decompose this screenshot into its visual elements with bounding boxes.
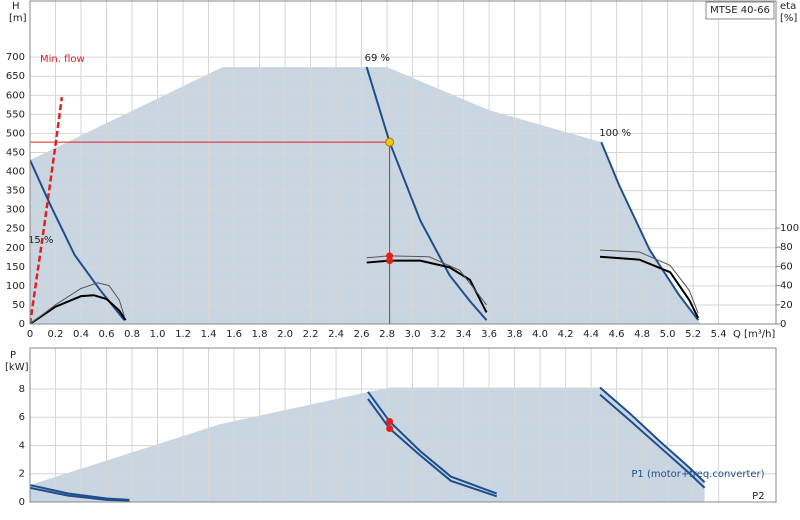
curve bbox=[30, 484, 130, 501]
operating-marker bbox=[386, 252, 394, 260]
y-tick-label: 400 bbox=[6, 167, 25, 178]
x-tick-label: 2.8 bbox=[379, 329, 395, 340]
plot-area bbox=[30, 348, 776, 502]
y-axis-unit: [m] bbox=[9, 13, 27, 24]
series-label: 100 % bbox=[599, 128, 631, 139]
x-tick-label: 0.4 bbox=[73, 329, 89, 340]
y2-axis-label: eta bbox=[780, 1, 796, 12]
operating-range bbox=[30, 67, 701, 324]
y-tick-label: 0 bbox=[19, 497, 25, 508]
x-tick-label: 0 bbox=[27, 329, 33, 340]
y2-tick-label: 40 bbox=[780, 281, 793, 292]
x-tick-label: 1.8 bbox=[252, 329, 268, 340]
y-tick-label: 8 bbox=[19, 384, 25, 395]
plot-frame bbox=[29, 347, 777, 503]
y-axis-label: P bbox=[10, 350, 16, 361]
plot-area bbox=[30, 0, 776, 324]
curve bbox=[30, 294, 127, 324]
y-tick-label: 700 bbox=[6, 52, 25, 63]
plot-frame bbox=[29, 0, 777, 325]
y-tick-label: 0 bbox=[19, 319, 25, 330]
y-tick-label: 50 bbox=[12, 300, 25, 311]
x-tick-label: 2.4 bbox=[328, 329, 344, 340]
series-label: 69 % bbox=[365, 53, 390, 64]
x-tick-label: 0.6 bbox=[99, 329, 115, 340]
y-tick-label: 100 bbox=[6, 281, 25, 292]
y-tick-label: 500 bbox=[6, 128, 25, 139]
y-axis-label: H bbox=[12, 1, 20, 12]
x-tick-label: 1.0 bbox=[150, 329, 166, 340]
y-tick-label: 450 bbox=[6, 147, 25, 158]
series-label: P1 (motor+freq.converter) bbox=[631, 469, 764, 480]
curve bbox=[366, 255, 487, 306]
y2-tick-label: 80 bbox=[780, 242, 793, 253]
chart-title: MTSE 40-66 bbox=[710, 5, 770, 16]
x-tick-label: 2.6 bbox=[354, 329, 370, 340]
x-tick-label: 0.8 bbox=[124, 329, 140, 340]
y-axis-unit: [kW] bbox=[5, 362, 29, 373]
curve bbox=[30, 486, 130, 502]
series-label: Min. flow bbox=[40, 54, 85, 65]
curve bbox=[367, 391, 498, 495]
x-tick-label: 2.0 bbox=[277, 329, 293, 340]
curve bbox=[366, 259, 488, 313]
y-tick-label: 550 bbox=[6, 109, 25, 120]
x-tick-label: 5.4 bbox=[711, 329, 727, 340]
y-tick-label: 150 bbox=[6, 262, 25, 273]
x-tick-label: 5.0 bbox=[660, 329, 676, 340]
x-tick-label: 3.2 bbox=[430, 329, 446, 340]
x-tick-label: 3.4 bbox=[456, 329, 472, 340]
x-axis-label: Q [m³/h] bbox=[733, 329, 775, 340]
y2-tick-label: 20 bbox=[780, 300, 793, 311]
title-box bbox=[705, 1, 775, 20]
y2-tick-label: 100 bbox=[780, 223, 799, 234]
curve bbox=[599, 249, 699, 314]
x-tick-label: 5.2 bbox=[685, 329, 701, 340]
x-tick-label: 4.2 bbox=[558, 329, 574, 340]
x-tick-label: 3.8 bbox=[507, 329, 523, 340]
curve bbox=[599, 393, 706, 489]
x-tick-label: 1.6 bbox=[226, 329, 242, 340]
curve bbox=[30, 282, 125, 324]
y2-axis-unit: [%] bbox=[780, 13, 797, 24]
operating-marker bbox=[386, 425, 394, 433]
x-tick-label: 0.2 bbox=[48, 329, 64, 340]
y-tick-label: 6 bbox=[19, 412, 25, 423]
x-tick-label: 1.4 bbox=[201, 329, 217, 340]
y-tick-label: 250 bbox=[6, 224, 25, 235]
x-tick-label: 4.8 bbox=[634, 329, 650, 340]
curve bbox=[365, 66, 488, 321]
duty-point bbox=[385, 137, 395, 147]
operating-marker bbox=[386, 417, 394, 425]
x-tick-label: 3.0 bbox=[405, 329, 421, 340]
y-tick-label: 350 bbox=[6, 186, 25, 197]
y2-tick-label: 0 bbox=[780, 319, 786, 330]
series-label: 15 % bbox=[28, 235, 53, 246]
y-tick-label: 650 bbox=[6, 71, 25, 82]
y-tick-label: 300 bbox=[6, 205, 25, 216]
x-tick-label: 4.4 bbox=[583, 329, 599, 340]
y-tick-label: 200 bbox=[6, 243, 25, 254]
x-tick-label: 4.0 bbox=[532, 329, 548, 340]
y-tick-label: 2 bbox=[19, 469, 25, 480]
operating-range bbox=[30, 387, 705, 502]
x-tick-label: 2.2 bbox=[303, 329, 319, 340]
x-tick-label: 4.6 bbox=[609, 329, 625, 340]
x-tick-label: 3.6 bbox=[481, 329, 497, 340]
y-tick-label: 4 bbox=[19, 440, 25, 451]
curve bbox=[599, 255, 700, 319]
curve bbox=[600, 141, 700, 321]
operating-marker bbox=[386, 257, 394, 265]
curve bbox=[599, 386, 706, 483]
y-tick-label: 600 bbox=[6, 90, 25, 101]
curve bbox=[367, 398, 498, 498]
series-label: P2 bbox=[752, 491, 764, 502]
y2-tick-label: 60 bbox=[780, 261, 793, 272]
x-tick-label: 1.2 bbox=[175, 329, 191, 340]
